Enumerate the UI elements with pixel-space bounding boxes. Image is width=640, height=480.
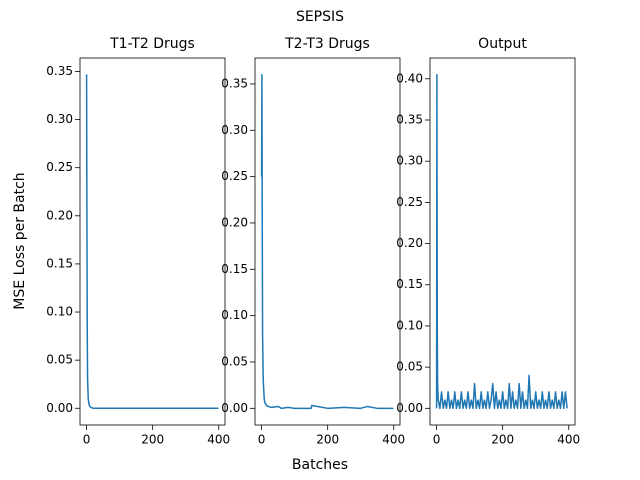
y-tick-label: 0.35 — [46, 64, 73, 78]
y-tick-label: 0.00 — [396, 401, 423, 415]
y-tick-label: 0.20 — [46, 208, 73, 222]
y-tick-label: 0.25 — [396, 195, 423, 209]
y-tick-label: 0.35 — [221, 76, 248, 90]
y-tick-label: 0.05 — [46, 353, 73, 367]
x-tick-label: 200 — [491, 433, 514, 447]
subplot-title: T1-T2 Drugs — [109, 36, 195, 52]
y-tick-label: 0.05 — [221, 354, 248, 368]
y-tick-label: 0.15 — [221, 262, 248, 276]
y-axis-label: MSE Loss per Batch — [12, 172, 28, 309]
x-tick-label: 400 — [557, 433, 580, 447]
y-tick-label: 0.15 — [46, 256, 73, 270]
y-tick-label: 0.40 — [396, 71, 423, 85]
figure-title: SEPSIS — [296, 9, 344, 25]
y-tick-label: 0.30 — [46, 112, 73, 126]
x-tick-label: 0 — [433, 433, 441, 447]
y-tick-label: 0.20 — [221, 215, 248, 229]
x-tick-label: 0 — [83, 433, 91, 447]
y-tick-label: 0.30 — [396, 154, 423, 168]
y-tick-label: 0.10 — [221, 308, 248, 322]
x-tick-label: 400 — [207, 433, 230, 447]
axes-frame — [79, 57, 226, 426]
subplot-title: Output — [478, 36, 527, 52]
loss-line — [85, 74, 219, 410]
y-tick-label: 0.10 — [46, 305, 73, 319]
x-tick-label: 0 — [258, 433, 266, 447]
y-tick-label: 0.30 — [221, 123, 248, 137]
axes-frame — [254, 57, 401, 426]
axes-frame — [429, 57, 576, 426]
loss-line — [260, 73, 394, 410]
y-tick-label: 0.35 — [396, 112, 423, 126]
subplot-title: T2-T3 Drugs — [284, 36, 370, 52]
y-tick-label: 0.00 — [221, 401, 248, 415]
y-tick-label: 0.05 — [396, 360, 423, 374]
x-tick-label: 200 — [141, 433, 164, 447]
y-tick-label: 0.20 — [396, 236, 423, 250]
y-tick-label: 0.15 — [396, 277, 423, 291]
y-tick-label: 0.25 — [46, 160, 73, 174]
x-axis-label: Batches — [292, 457, 348, 473]
y-tick-label: 0.10 — [396, 318, 423, 332]
y-tick-label: 0.25 — [221, 169, 248, 183]
x-tick-label: 400 — [382, 433, 405, 447]
y-tick-label: 0.00 — [46, 401, 73, 415]
loss-line — [435, 73, 568, 410]
x-tick-label: 200 — [316, 433, 339, 447]
